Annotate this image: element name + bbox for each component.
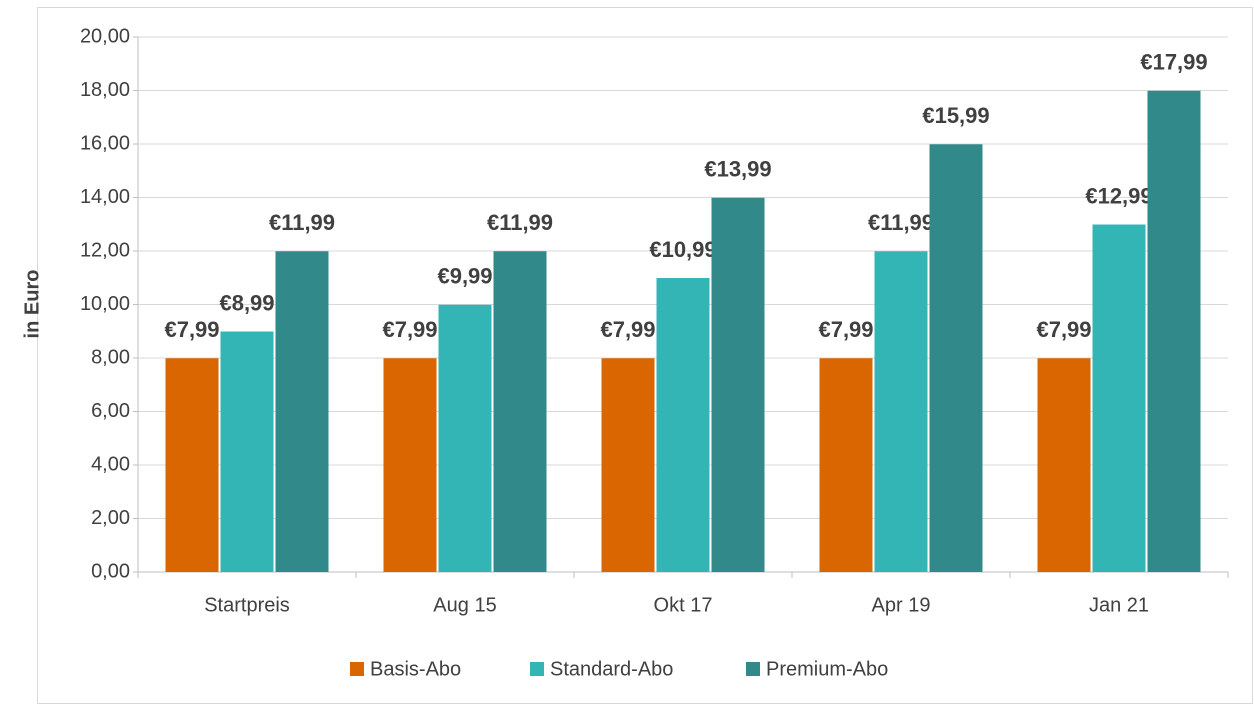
bar xyxy=(438,304,492,572)
x-tick-label: Jan 21 xyxy=(1089,594,1149,616)
value-label: €11,99 xyxy=(868,210,934,235)
bar xyxy=(874,251,928,572)
legend-swatch xyxy=(530,662,544,676)
y-tick-label: 20,00 xyxy=(80,25,130,47)
y-tick-label: 2,00 xyxy=(91,507,130,529)
x-tick-label: Aug 15 xyxy=(433,594,496,616)
value-label: €7,99 xyxy=(600,317,655,342)
y-axis-label: in Euro xyxy=(21,270,43,339)
y-tick-label: 6,00 xyxy=(91,400,130,422)
legend-label: Basis-Abo xyxy=(370,658,461,680)
bar xyxy=(383,358,437,572)
x-tick-label: Startpreis xyxy=(204,594,290,616)
bar xyxy=(656,278,710,572)
y-tick-label: 14,00 xyxy=(80,186,130,208)
y-tick-label: 18,00 xyxy=(80,79,130,101)
y-tick-label: 8,00 xyxy=(91,346,130,368)
y-tick-label: 10,00 xyxy=(80,293,130,315)
x-tick-label: Apr 19 xyxy=(872,594,931,616)
value-label: €8,99 xyxy=(219,290,274,315)
y-tick-label: 12,00 xyxy=(80,239,130,261)
bar xyxy=(711,197,765,572)
value-label: €11,99 xyxy=(487,210,553,235)
value-label: €10,99 xyxy=(649,237,716,262)
bar xyxy=(275,251,329,572)
value-label: €9,99 xyxy=(437,264,492,289)
bar xyxy=(493,251,547,572)
value-label: €13,99 xyxy=(704,157,771,182)
value-label: €7,99 xyxy=(1036,317,1091,342)
value-label: €17,99 xyxy=(1140,50,1207,75)
value-label: €12,99 xyxy=(1085,183,1152,208)
y-tick-label: 4,00 xyxy=(91,453,130,475)
bar xyxy=(165,358,219,572)
legend-swatch xyxy=(350,662,364,676)
legend-label: Standard-Abo xyxy=(550,658,673,680)
x-tick-label: Okt 17 xyxy=(654,594,713,616)
bar xyxy=(1092,224,1146,572)
value-label: €11,99 xyxy=(269,210,335,235)
bar xyxy=(819,358,873,572)
value-label: €7,99 xyxy=(164,317,219,342)
value-label: €7,99 xyxy=(818,317,873,342)
y-tick-label: 0,00 xyxy=(91,560,130,582)
legend-label: Premium-Abo xyxy=(766,658,888,680)
bar xyxy=(929,144,983,572)
legend-swatch xyxy=(746,662,760,676)
y-tick-label: 16,00 xyxy=(80,132,130,154)
bar xyxy=(1037,358,1091,572)
bar xyxy=(220,331,274,572)
value-label: €15,99 xyxy=(922,103,989,128)
bar xyxy=(601,358,655,572)
bar xyxy=(1147,90,1201,572)
value-label: €7,99 xyxy=(382,317,437,342)
